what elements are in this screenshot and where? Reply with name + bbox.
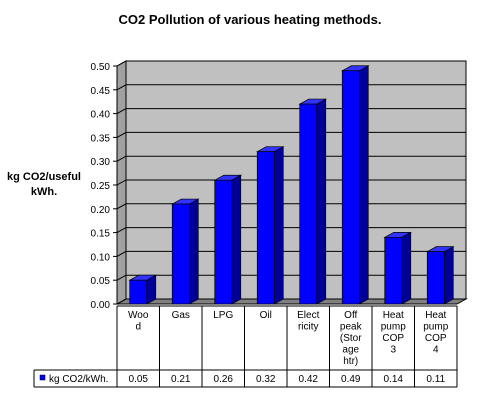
value-label: 0.21 (171, 374, 191, 385)
category-label: ricity (298, 322, 319, 333)
bar-side (316, 98, 327, 305)
y-tick-label: 0.35 (91, 133, 111, 144)
bar-front (129, 279, 148, 305)
category-label: Woo (128, 310, 149, 321)
chart-title: CO2 Pollution of various heating methods… (119, 12, 382, 27)
category-label: (Stor (340, 333, 362, 344)
y-axis-label-line-1: kg CO2/useful (7, 171, 81, 183)
series-name: kg CO2/kWh. (49, 374, 108, 385)
y-tick-label: 0.05 (91, 276, 111, 287)
category-label: Oil (260, 310, 272, 321)
category-label: d (135, 322, 141, 333)
gridline (116, 60, 466, 67)
value-label: 0.11 (426, 374, 445, 385)
bar-side (401, 231, 412, 305)
bar-side (273, 146, 284, 305)
category-label: 4 (433, 345, 439, 356)
y-tick-label: 0.15 (91, 229, 111, 240)
category-label: LPG (213, 310, 233, 321)
bar (213, 174, 243, 305)
category-label: Heat (383, 310, 404, 321)
y-tick-label: 0.40 (91, 110, 111, 121)
category-label: COP (425, 333, 447, 344)
bar (298, 98, 328, 305)
value-label: 0.42 (299, 374, 319, 385)
bar (128, 274, 158, 305)
bars (128, 65, 455, 305)
y-tick-label: 0.00 (91, 300, 111, 311)
bar-side (188, 198, 199, 305)
bar (255, 146, 285, 305)
value-label: 0.49 (341, 374, 361, 385)
category-label: htr) (343, 356, 358, 367)
bar-front (384, 237, 403, 305)
bar (340, 65, 370, 305)
category-label: Gas (172, 310, 190, 321)
category-label: pump (381, 322, 406, 333)
y-axis-label-line-2: kWh. (31, 186, 57, 198)
y-tick-label: 0.25 (91, 181, 111, 192)
bar-front (341, 70, 360, 305)
y-tick-label: 0.20 (91, 205, 111, 216)
bar-side (358, 65, 369, 305)
category-label: peak (340, 322, 363, 333)
bar-front (299, 103, 318, 305)
bar-side (231, 174, 242, 305)
value-label: 0.14 (384, 374, 404, 385)
category-label: age (342, 345, 359, 356)
bar-front (214, 179, 233, 305)
bar (383, 231, 413, 305)
category-label: Heat (425, 310, 446, 321)
category-label: COP (382, 333, 404, 344)
y-tick-label: 0.45 (91, 86, 111, 97)
bar-front (171, 203, 190, 305)
category-label: Elect (297, 310, 319, 321)
value-label: 0.32 (256, 374, 276, 385)
bar-front (256, 151, 275, 305)
value-label: 0.26 (214, 374, 234, 385)
category-label: 3 (390, 345, 396, 356)
bar-front (426, 251, 445, 305)
bar-side (443, 246, 454, 305)
plot-area (115, 60, 468, 305)
y-tick-label: 0.10 (91, 252, 111, 263)
bar (425, 246, 455, 305)
y-tick-label: 0.50 (91, 62, 111, 73)
plot-floor (115, 298, 468, 305)
bar (170, 198, 200, 305)
y-tick-label: 0.30 (91, 157, 111, 168)
value-label: 0.05 (129, 374, 149, 385)
y-axis-ticks: 0.00 0.05 0.10 0.15 0.20 0.25 0.30 0.35 0.40 0.45… (91, 62, 118, 311)
legend-swatch (39, 374, 46, 381)
category-label: Off (344, 310, 357, 321)
category-label: pump (423, 322, 448, 333)
